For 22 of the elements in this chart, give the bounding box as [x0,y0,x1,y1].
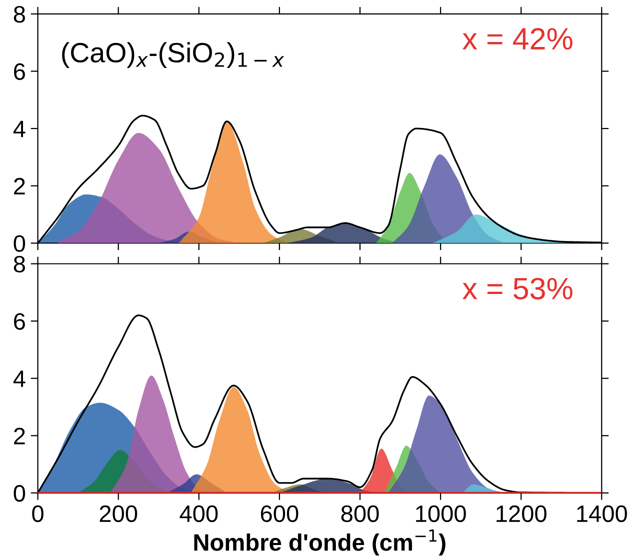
annotation: (CaO)$_{x}$-(SiO$_{2}$)$_{1−x}$ [62,42,284,68]
x-tick-label: 800 [341,505,379,522]
y-tick-label: 0 [14,485,26,502]
x-tick-label: 1200 [496,505,546,522]
x-tick-label: 600 [260,505,298,522]
x-tick-label: 400 [180,505,218,522]
y-tick-label: 2 [14,428,25,444]
y-tick-label: 6 [14,313,25,330]
y-tick-label: 6 [14,63,25,80]
x-tick-label: 1000 [416,505,466,522]
y-tick-label: 2 [14,178,25,194]
x-tick-label: 0 [32,505,44,522]
annotation: x = 53% [462,278,572,300]
y-tick-label: 4 [13,370,26,387]
y-tick-label: 4 [13,120,26,138]
x-tick-label: 1400 [577,505,627,522]
y-tick-label: 8 [14,6,25,23]
y-tick-label: 0 [14,235,26,252]
x-tick-label: 200 [100,505,138,522]
annotation: x = 42% [462,28,572,50]
y-tick-label: 8 [14,256,25,273]
x-axis-title: Nombre d'onde (cm$^{−1}$) [194,530,446,556]
